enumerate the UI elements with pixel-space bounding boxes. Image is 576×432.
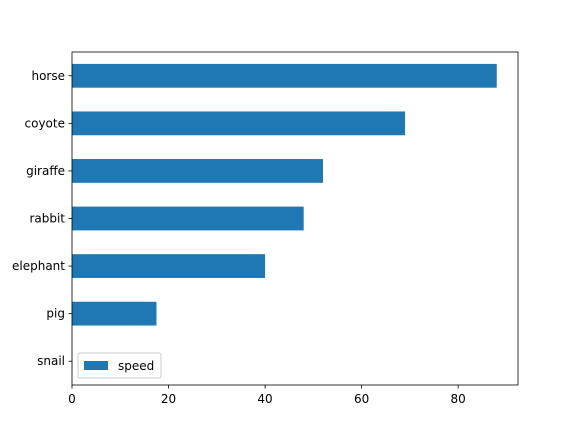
x-tick-label: 60 xyxy=(354,392,369,406)
bars-group xyxy=(72,63,497,374)
bar-horse xyxy=(72,63,497,88)
y-tick-label: giraffe xyxy=(26,164,65,178)
y-tick-label: horse xyxy=(31,69,65,83)
x-tick-label: 40 xyxy=(257,392,272,406)
y-axis-ticks: snail pig elephant rabbit giraffe coyote horse xyxy=(12,69,72,368)
legend-swatch xyxy=(84,361,108,370)
legend-label: speed xyxy=(118,359,154,373)
legend: speed xyxy=(77,352,162,379)
plot-frame xyxy=(71,51,519,386)
bar-giraffe xyxy=(72,159,323,183)
x-tick-label: 0 xyxy=(68,392,76,406)
y-tick-label: elephant xyxy=(12,259,65,273)
bar-rabbit xyxy=(72,206,304,231)
y-tick-label: snail xyxy=(37,354,65,368)
legend-box xyxy=(77,352,162,379)
x-tick-label: 20 xyxy=(161,392,176,406)
y-tick-label: coyote xyxy=(25,116,65,130)
bar-elephant xyxy=(72,254,266,278)
x-axis-ticks: 0 20 40 60 80 xyxy=(68,385,466,406)
x-tick-label: 80 xyxy=(451,392,466,406)
bar-coyote xyxy=(72,111,406,136)
y-tick-label: pig xyxy=(46,307,65,321)
y-tick-label: rabbit xyxy=(29,212,65,226)
bar-pig xyxy=(72,301,157,326)
